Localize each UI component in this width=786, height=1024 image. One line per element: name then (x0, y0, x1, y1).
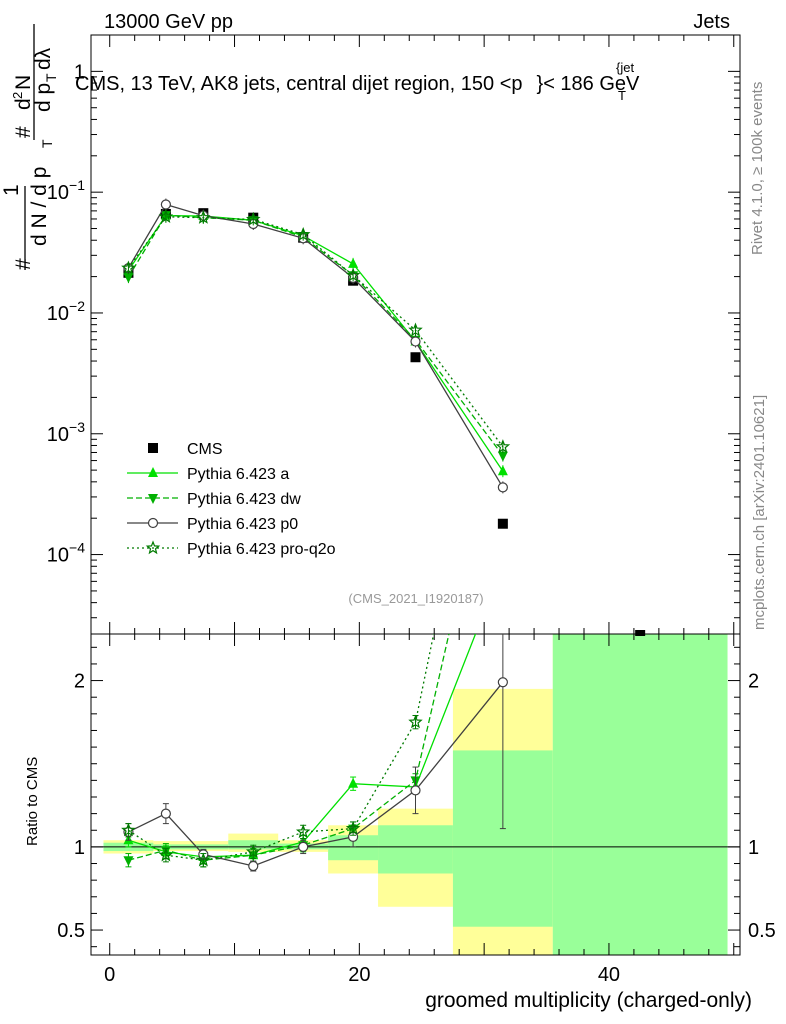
ratio-pythia-6-423-pro-q2o-point (196, 852, 211, 867)
ratio-ytick-label: 1 (74, 837, 85, 859)
ratio-pythia-6-423-p0-point (160, 808, 171, 819)
ratio-band-green (552, 634, 728, 955)
svg-text:#: # (12, 126, 35, 138)
legend-pythia-6-423-p0-label: Pythia 6.423 p0 (187, 516, 298, 533)
ratio-ytick-label-right: 2 (748, 671, 759, 693)
main-ylabel: # 1 d N / d p T # d 2 N d p T dλ (0, 24, 59, 270)
ratio-pythia-6-423-p0-point (497, 677, 508, 688)
legend-pythia-6-423-pro-q2o-marker (145, 540, 161, 555)
ratio-pythia-6-423-a-point (348, 777, 359, 788)
ratio-xtick-label: 40 (598, 964, 620, 986)
pythia-6-423-p0-point (160, 199, 171, 210)
svg-text:N: N (12, 75, 35, 90)
svg-text:d N / d p: d N / d p (28, 167, 51, 246)
svg-text:dλ: dλ (32, 47, 55, 70)
ratio-ytick-label: 0.5 (57, 920, 85, 942)
main-ytick-label: 10−3 (47, 419, 85, 446)
legend-pythia-6-423-a-label: Pythia 6.423 a (187, 466, 289, 483)
ratio-pythia-6-423-pro-q2o-line (128, 634, 435, 861)
cms-out-of-range-marker (635, 630, 646, 636)
legend-pythia-6-423-p0-marker (147, 517, 159, 529)
ratio-ytick-label-right: 0.5 (748, 920, 776, 942)
main-ytick-label: 10−2 (47, 298, 85, 325)
pythia-6-423-pro-q2o-point (295, 226, 311, 241)
pythia-6-423-pro-q2o-line (127, 216, 504, 448)
rivet-version-text: Rivet 4.1.0, ≥ 100k events (749, 82, 766, 255)
pythia-6-423-pro-q2o-point (495, 439, 511, 454)
chart-title: CMS, 13 TeV, AK8 jets, central dijet reg… (75, 73, 640, 95)
main-ytick-label: 10−1 (47, 177, 85, 204)
pythia-6-423-p0-line (127, 203, 504, 488)
ratio-pythia-6-423-a-line (128, 634, 477, 858)
ratio-pythia-6-423-p0-point (410, 785, 421, 796)
pythia-6-423-pro-q2o-point (245, 211, 261, 226)
pythia-6-423-pro-q2o-point (345, 267, 361, 282)
ratio-pythia-6-423-p0-point (298, 841, 309, 852)
main-series (121, 198, 511, 529)
legend-pythia-6-423-dw-marker (148, 494, 158, 504)
ratio-uncertainty-bands (103, 634, 728, 955)
main-axes: 10−4 10−3 10−2 10−1 1 (47, 34, 740, 634)
svg-text:d: d (12, 98, 35, 110)
x-axis-label: groomed multiplicity (charged-only) (425, 989, 752, 1012)
pythia-6-423-a-point (348, 257, 359, 268)
analysis-id: (CMS_2021_I1920187) (348, 591, 483, 606)
ratio-xtick-label: 0 (104, 964, 115, 986)
pythia-6-423-a-point (497, 465, 508, 476)
ratio-pythia-6-423-p0-line (128, 681, 504, 867)
cms-point (410, 352, 421, 363)
ratio-band-green (378, 825, 453, 874)
pythia-6-423-dw-point (123, 273, 134, 284)
legend-cms-label: CMS (187, 441, 223, 458)
ratio-series (121, 634, 508, 872)
svg-text:T: T (39, 139, 55, 148)
main-ytick-label: 10−4 (47, 540, 85, 567)
ratio-ytick-label: 2 (74, 671, 85, 693)
ratio-pythia-6-423-dw-line (128, 634, 450, 861)
pythia-6-423-a-line (127, 214, 504, 472)
legend-cms-marker (148, 443, 158, 453)
main-ytick-label: 1 (74, 61, 85, 83)
ratio-pythia-6-423-dw-point (123, 856, 134, 867)
legend-pythia-6-423-dw-label: Pythia 6.423 dw (187, 491, 301, 508)
mcplots-text: mcplots.cern.ch [arXiv:2401.10621] (751, 395, 768, 630)
svg-text:T: T (43, 73, 59, 82)
header-category: Jets (693, 11, 730, 33)
ratio-pythia-6-423-pro-q2o-point (295, 824, 311, 839)
chart-title-sup: {jet (616, 60, 634, 75)
pythia-6-423-pro-q2o-point (408, 322, 423, 337)
pythia-6-423-dw-point (497, 451, 508, 462)
legend: CMS Pythia 6.423 a Pythia 6.423 dw Pythia 6… (127, 441, 336, 558)
pythia-6-423-pro-q2o-point (121, 260, 136, 275)
pythia-6-423-p0-point (410, 336, 421, 347)
pythia-6-423-pro-q2o-point (158, 209, 174, 224)
ratio-pythia-6-423-pro-q2o-point (121, 822, 136, 837)
ratio-pythia-6-423-pro-q2o-point (345, 820, 361, 835)
chart-title-sub: T (618, 88, 626, 103)
ratio-series-group (121, 634, 508, 872)
header-energy: 13000 GeV pp (104, 11, 233, 33)
ratio-pythia-6-423-pro-q2o-point (158, 847, 174, 862)
pythia-6-423-pro-q2o-point (196, 210, 211, 224)
pythia-6-423-dw-line (127, 214, 504, 456)
ratio-ylabel: Ratio to CMS (24, 757, 41, 846)
svg-text:#: # (12, 258, 35, 270)
legend-pythia-6-423-pro-q2o-label: Pythia 6.423 pro-q2o (187, 541, 336, 558)
svg-text:2: 2 (10, 92, 25, 99)
pythia-6-423-p0-point (497, 482, 508, 493)
legend-pythia-6-423-a-marker (148, 467, 158, 477)
ratio-axes: 0.5 0.51 12 20 20 40 (57, 630, 776, 986)
svg-text:1: 1 (0, 184, 23, 196)
ratio-ytick-label-right: 1 (748, 837, 759, 859)
ratio-pythia-6-423-pro-q2o-point (245, 844, 261, 859)
cms-point (497, 518, 508, 529)
ratio-xtick-label: 20 (348, 964, 370, 986)
ratio-pythia-6-423-p0-point (248, 860, 259, 872)
svg-text:d p: d p (32, 83, 55, 112)
ratio-panel-frame (90, 633, 741, 956)
ratio-pythia-6-423-pro-q2o-point (408, 714, 423, 729)
